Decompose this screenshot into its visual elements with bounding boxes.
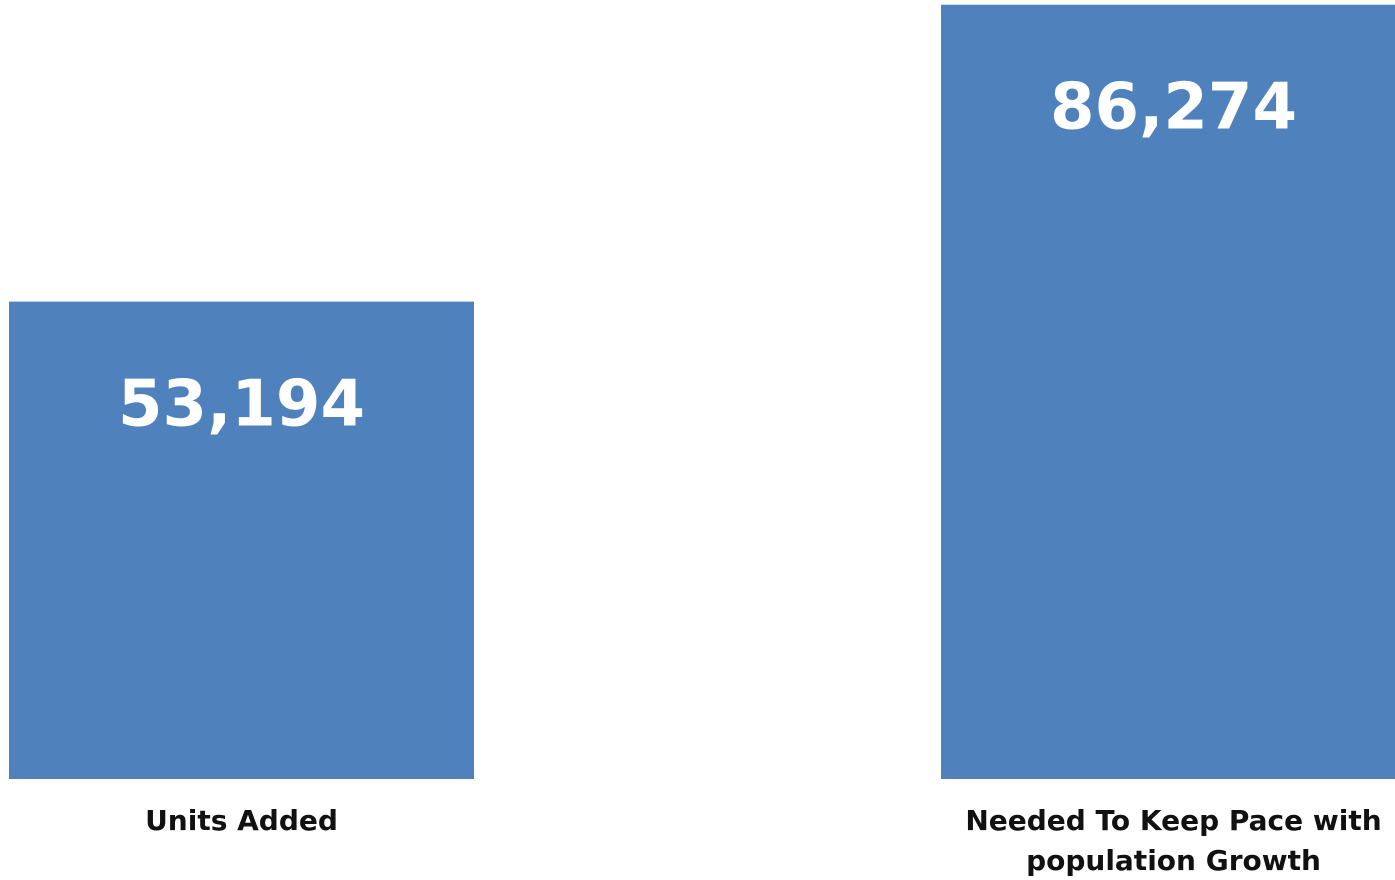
bars-group xyxy=(9,4,1395,780)
bar-value-label-1: 53,194 xyxy=(118,368,365,442)
category-label-2-line-2: population Growth xyxy=(1026,844,1321,877)
bar-2 xyxy=(941,4,1395,780)
category-labels-group: Units Added Needed To Keep Pace with popul… xyxy=(145,804,1382,877)
bar-1 xyxy=(9,301,474,779)
value-labels-group: 53,194 86,274 xyxy=(118,71,1297,442)
bar-value-label-2: 86,274 xyxy=(1050,71,1297,145)
category-label-1-line-1: Units Added xyxy=(145,804,338,837)
category-label-2-line-1: Needed To Keep Pace with xyxy=(965,804,1381,837)
